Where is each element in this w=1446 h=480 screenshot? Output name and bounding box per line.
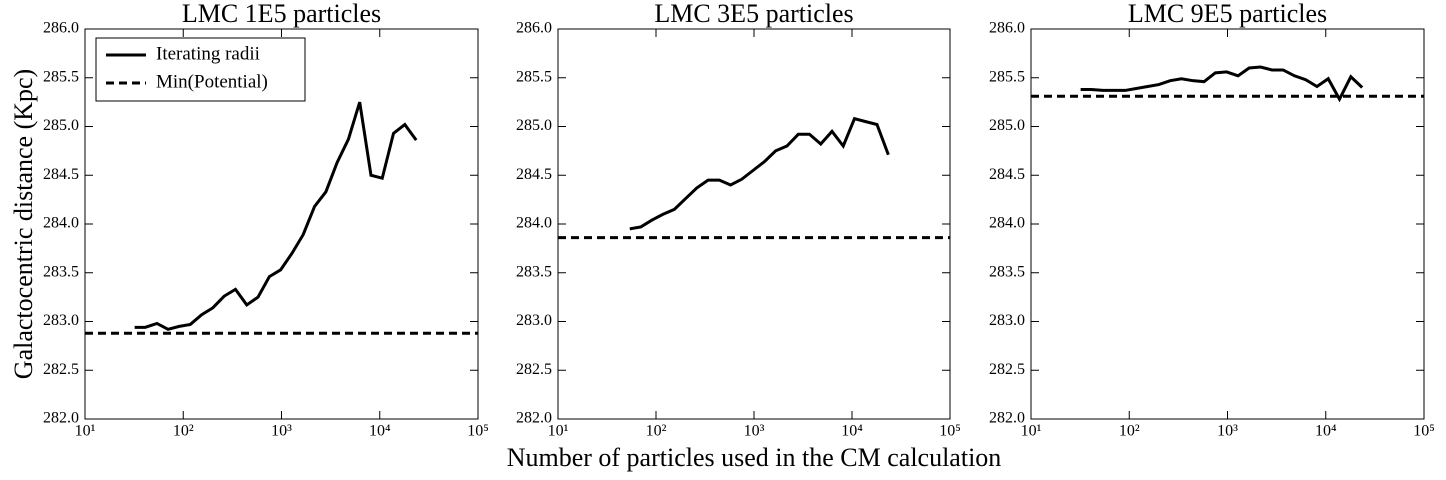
chart-title: LMC 1E5 particles (182, 0, 381, 28)
y-tick-label: 282.5 (989, 361, 1025, 378)
y-tick-label: 285.5 (43, 68, 79, 85)
x-tick-label: 10³ (1217, 423, 1238, 440)
x-tick-label: 10³ (271, 423, 292, 440)
y-tick-label: 283.5 (43, 263, 79, 280)
chart-title: LMC 9E5 particles (1128, 0, 1327, 28)
y-tick-label: 283.5 (989, 263, 1025, 280)
y-tick-label: 282.0 (989, 410, 1025, 427)
x-tick-label: 10⁵ (1413, 423, 1435, 440)
y-tick-label: 285.5 (516, 68, 552, 85)
plot-frame (557, 28, 951, 420)
x-tick-label: 10² (1119, 423, 1140, 440)
y-tick-label: 284.5 (516, 166, 552, 183)
y-tick-label: 285.0 (43, 117, 79, 134)
y-tick-label: 286.0 (43, 20, 79, 37)
y-tick-label: 286.0 (989, 20, 1025, 37)
data-line (1080, 65, 1364, 103)
data-line (629, 116, 890, 231)
y-tick-label: 284.0 (516, 215, 552, 232)
y-tick-label: 282.5 (43, 361, 79, 378)
x-tick-label: 10⁵ (939, 423, 961, 440)
x-tick-label: 10⁴ (841, 423, 863, 440)
x-tick-label: 10³ (744, 423, 765, 440)
y-tick-label: 283.0 (516, 312, 552, 329)
y-tick-label: 285.5 (989, 68, 1025, 85)
plot-frame (1030, 28, 1425, 420)
x-tick-label: 10¹ (75, 423, 96, 440)
legend-box (95, 37, 306, 102)
y-tick-label: 282.0 (43, 410, 79, 427)
y-tick-label: 282.0 (516, 410, 552, 427)
y-tick-label: 285.0 (989, 117, 1025, 134)
legend-label: Min(Potential) (156, 71, 268, 92)
chart-title: LMC 3E5 particles (654, 0, 853, 28)
y-tick-label: 282.5 (516, 361, 552, 378)
x-tick-label: 10⁴ (369, 423, 391, 440)
y-tick-label: 286.0 (516, 20, 552, 37)
y-tick-label: 284.5 (43, 166, 79, 183)
y-tick-label: 285.0 (516, 117, 552, 134)
x-tick-label: 10² (646, 423, 667, 440)
x-tick-label: 10⁵ (467, 423, 489, 440)
legend-label: Iterating radii (156, 43, 260, 64)
y-tick-label: 283.0 (989, 312, 1025, 329)
y-tick-label: 284.0 (43, 215, 79, 232)
y-tick-label: 284.5 (989, 166, 1025, 183)
x-tick-label: 10² (173, 423, 194, 440)
y-tick-label: 284.0 (989, 215, 1025, 232)
x-tick-label: 10¹ (1021, 423, 1042, 440)
x-tick-label: 10¹ (548, 423, 569, 440)
x-tick-label: 10⁴ (1315, 423, 1337, 440)
y-axis-label: Galactocentric distance (Kpc) (9, 69, 38, 379)
y-tick-label: 283.5 (516, 263, 552, 280)
x-axis-label: Number of particles used in the CM calcu… (507, 443, 1002, 472)
y-tick-label: 283.0 (43, 312, 79, 329)
data-line (134, 101, 418, 331)
